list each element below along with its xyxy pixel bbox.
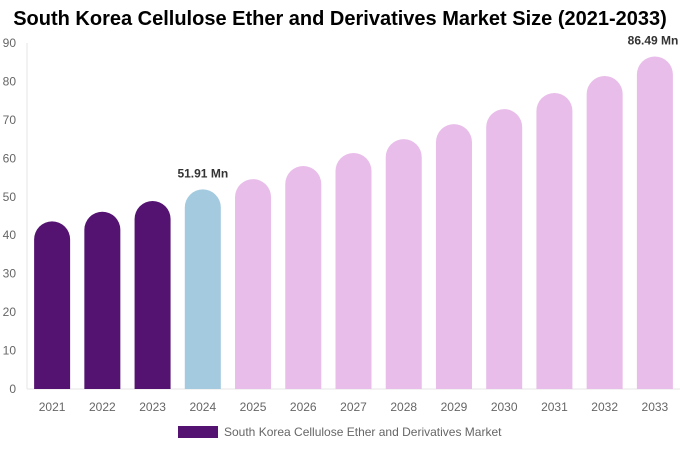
data-label: 86.49 Mn (628, 33, 679, 47)
legend-swatch (178, 426, 218, 438)
y-tick-label: 0 (9, 382, 16, 396)
x-tick-label: 2021 (39, 400, 66, 414)
x-tick-label: 2027 (340, 400, 367, 414)
y-tick-label: 60 (3, 151, 17, 165)
x-tick-label: 2022 (89, 400, 116, 414)
x-tick-label: 2033 (642, 400, 669, 414)
y-tick-label: 30 (3, 267, 17, 281)
x-tick-label: 2023 (139, 400, 166, 414)
bar-2029 (435, 124, 472, 389)
bar-2023 (134, 201, 171, 389)
x-tick-label: 2024 (189, 400, 216, 414)
bar-2021 (34, 221, 71, 389)
legend-label: South Korea Cellulose Ether and Derivati… (224, 425, 502, 439)
x-tick-label: 2029 (441, 400, 468, 414)
bar-2032 (586, 76, 623, 389)
y-tick-label: 10 (3, 344, 17, 358)
x-tick-label: 2025 (240, 400, 267, 414)
bar-2030 (486, 109, 523, 389)
bar-2022 (84, 211, 121, 389)
y-tick-label: 50 (3, 190, 17, 204)
legend: South Korea Cellulose Ether and Derivati… (178, 425, 501, 439)
x-tick-label: 2030 (491, 400, 518, 414)
bar-2024 (184, 189, 221, 389)
x-tick-label: 2028 (390, 400, 417, 414)
y-tick-label: 70 (3, 113, 17, 127)
bar-2031 (536, 92, 573, 389)
bar-2033 (636, 56, 673, 389)
x-tick-label: 2031 (541, 400, 568, 414)
x-tick-label: 2026 (290, 400, 317, 414)
bar-2028 (385, 139, 422, 389)
x-tick-label: 2032 (591, 400, 618, 414)
y-tick-label: 40 (3, 228, 17, 242)
bar-2025 (235, 179, 272, 389)
bar-2027 (335, 152, 372, 389)
data-label: 51.91 Mn (177, 166, 228, 180)
bar-2026 (285, 166, 322, 389)
y-tick-label: 80 (3, 74, 17, 88)
y-tick-label: 20 (3, 305, 17, 319)
y-tick-label: 90 (3, 36, 17, 50)
chart-title: South Korea Cellulose Ether and Derivati… (13, 8, 667, 30)
